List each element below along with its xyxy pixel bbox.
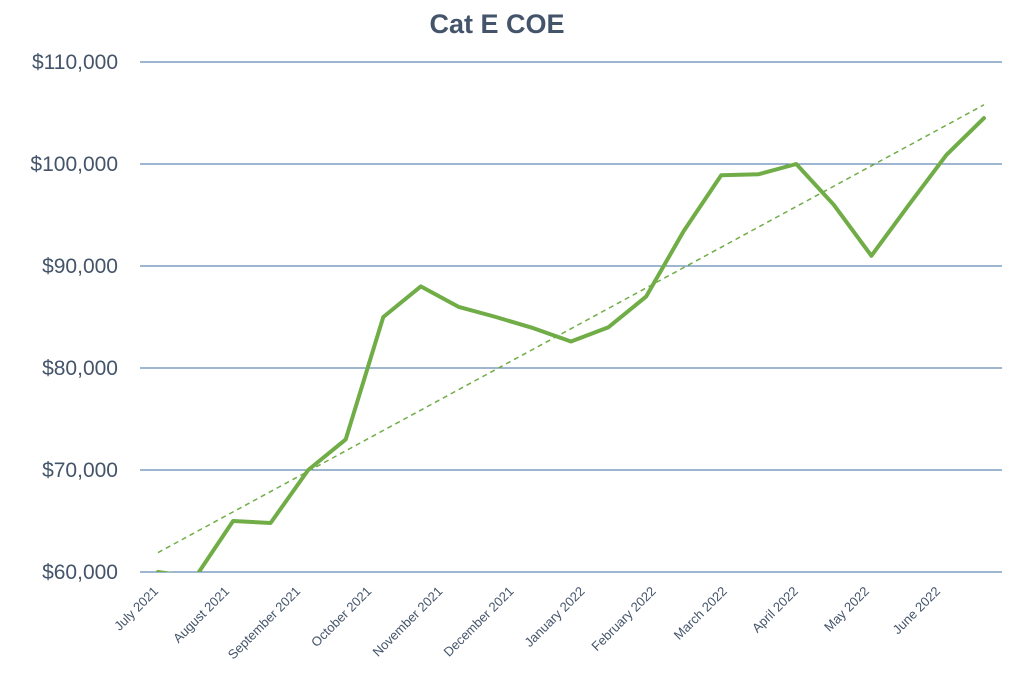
x-tick-label: January 2022 (521, 584, 587, 650)
y-tick-label: $70,000 (42, 459, 118, 482)
x-tick-label: June 2022 (890, 584, 944, 638)
x-tick-label: February 2022 (588, 584, 658, 654)
y-tick-label: $100,000 (30, 153, 118, 176)
y-tick-label: $90,000 (42, 255, 118, 278)
x-tick-label: April 2022 (749, 584, 801, 636)
x-tick-label: September 2021 (225, 584, 304, 663)
gridlines (140, 61, 1002, 573)
x-tick-label: November 2021 (369, 584, 445, 660)
y-tick-label: $80,000 (42, 357, 118, 380)
y-tick-label: $60,000 (42, 561, 118, 584)
series-line (156, 116, 986, 572)
x-tick-label: October 2021 (308, 584, 374, 650)
x-tick-label: December 2021 (441, 584, 517, 660)
x-tick-label: August 2021 (170, 584, 232, 646)
x-tick-label: May 2022 (821, 584, 872, 635)
x-tick-label: March 2022 (671, 584, 730, 643)
x-tick-label: July 2021 (111, 584, 161, 634)
trendline (157, 104, 985, 554)
y-tick-label: $110,000 (32, 51, 118, 74)
chart-title: Cat E COE (429, 9, 564, 39)
y-axis-tick-labels: $60,000 $70,000 $80,000 $90,000 $100,000 $110… (30, 51, 118, 584)
series-lines (156, 104, 986, 572)
